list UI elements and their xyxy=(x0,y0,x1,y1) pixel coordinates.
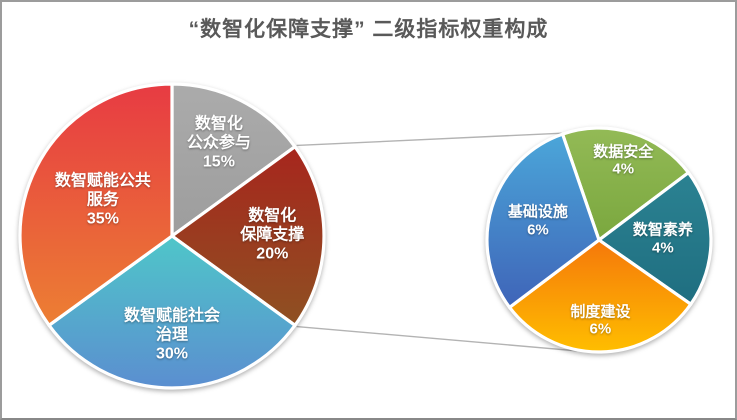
breakdown-pie-slice-1 xyxy=(597,171,713,306)
breakdown-pie xyxy=(485,126,713,354)
connector-line-0 xyxy=(296,132,563,147)
main-pie-slice-1 xyxy=(170,145,326,327)
main-pie-slice-2 xyxy=(47,234,297,390)
connector-line-1 xyxy=(296,325,578,352)
breakdown-pie-slice-2 xyxy=(507,238,693,354)
main-pie-slice-0 xyxy=(170,82,297,238)
main-pie xyxy=(18,82,326,390)
breakdown-pie-slice-0 xyxy=(560,126,691,242)
chart-title: “数智化保障支撑” 二级指标权重构成 xyxy=(188,18,549,41)
main-pie-slice-3 xyxy=(18,82,174,327)
breakdown-pie-slice-3 xyxy=(485,132,601,309)
